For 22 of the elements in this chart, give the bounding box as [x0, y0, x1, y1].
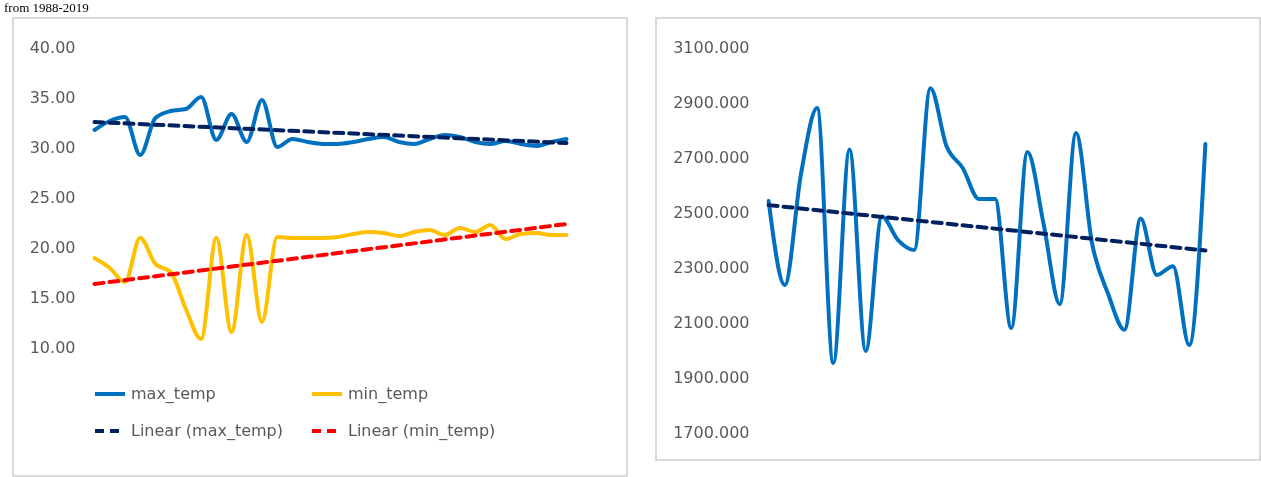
- line-series: [92, 223, 569, 341]
- y-tick-label: 35.00: [29, 87, 76, 107]
- y-tick-label: 20.00: [29, 237, 76, 257]
- text: from 1988-2019: [4, 0, 89, 15]
- y-tick-label: 25.00: [29, 187, 76, 207]
- y-tick-label: 1700.000: [673, 422, 750, 442]
- y-tick-label: 2700.000: [673, 147, 750, 167]
- y-tick-label: 2500.000: [673, 202, 750, 222]
- legend-label: max_temp: [131, 384, 216, 404]
- y-tick-label: 1900.000: [673, 367, 750, 387]
- y-tick-label: 15.00: [29, 287, 76, 307]
- y-tick-label: 30.00: [29, 137, 76, 157]
- line-series: [766, 86, 1208, 365]
- legend-label: Linear (min_temp): [348, 421, 496, 441]
- legend-label: min_temp: [348, 384, 429, 404]
- y-tick-label: 40.00: [29, 37, 76, 57]
- y-tick-label: 10.00: [29, 337, 76, 357]
- y-tick-label: 2900.000: [673, 92, 750, 112]
- legend-label: Linear (max_temp): [131, 421, 284, 441]
- y-tick-label: 2300.000: [673, 257, 750, 277]
- y-tick-label: 2100.000: [673, 312, 750, 332]
- y-tick-label: 3100.000: [673, 37, 750, 57]
